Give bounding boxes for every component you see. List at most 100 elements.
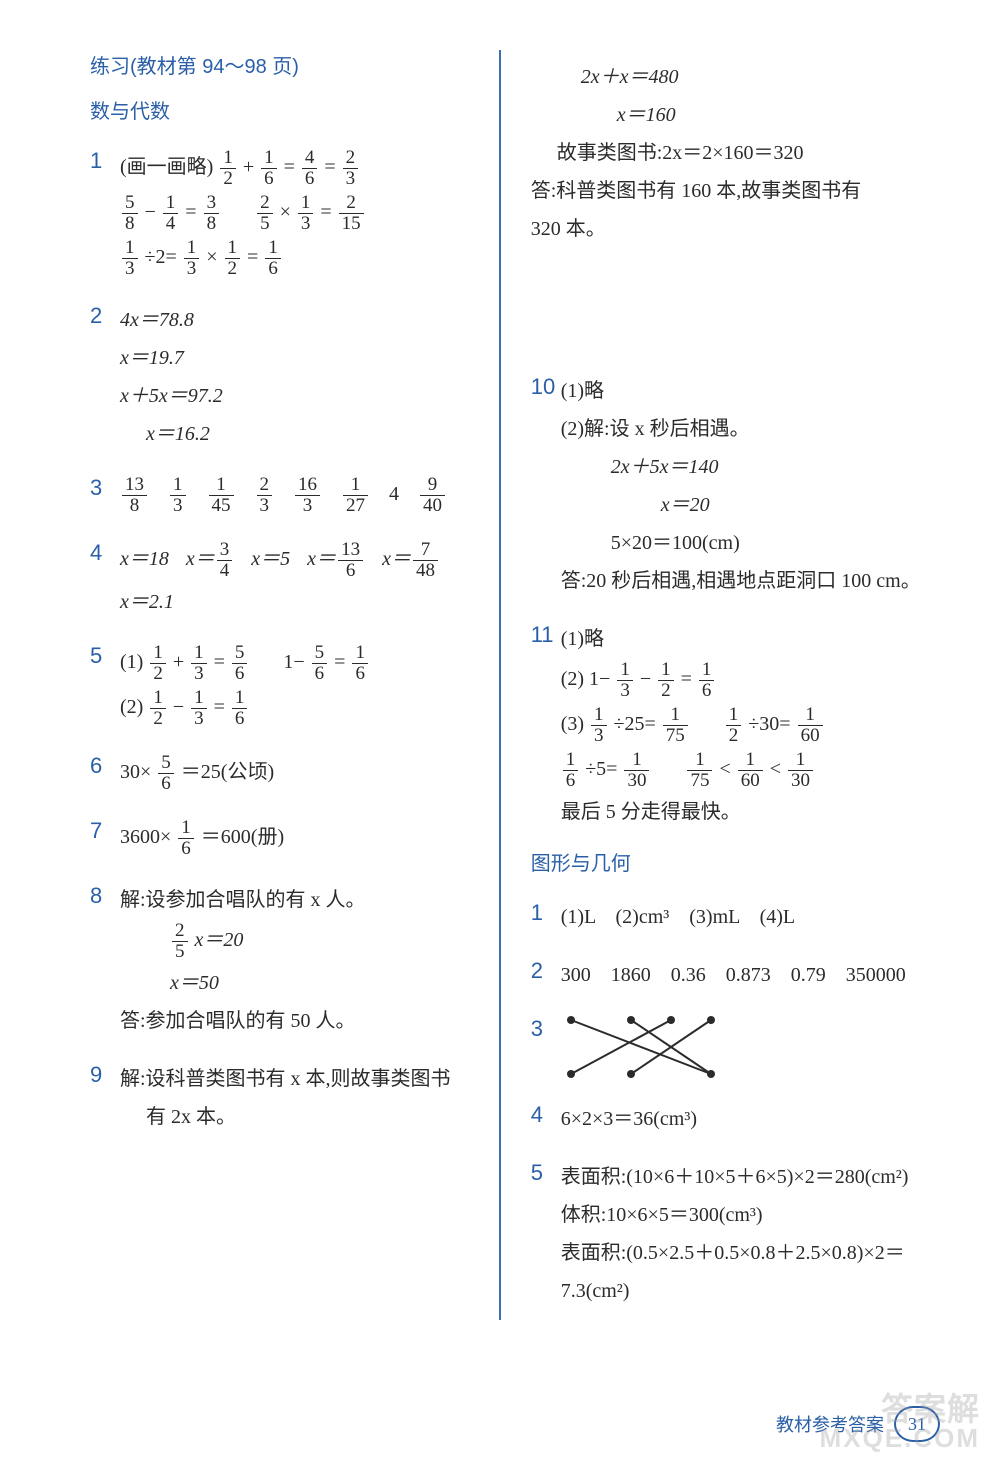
frac-d: 30: [788, 770, 813, 791]
q9-body: 解:设科普类图书有 x 本,则故事类图书 有 2x 本。: [120, 1058, 481, 1138]
q3-number: 3: [90, 471, 120, 505]
text: 表面积:(0.5×2.5＋0.5×0.8＋2.5×0.8)×2＝: [561, 1236, 950, 1270]
g5-body: 表面积:(10×6＋10×5＋6×5)×2＝280(cm²) 体积:10×6×5…: [561, 1156, 950, 1312]
frac-n: 2: [257, 193, 273, 213]
frac-n: 1: [163, 193, 179, 213]
g3-number: 3: [531, 1012, 561, 1046]
frac-d: 48: [413, 560, 438, 581]
frac-n: 13: [122, 475, 147, 495]
frac-d: 6: [265, 258, 281, 279]
op: =: [214, 651, 225, 673]
sub-label: (2): [120, 696, 143, 718]
frac-n: 1: [663, 705, 688, 725]
column-divider: [499, 50, 501, 1320]
q5: 5 (1) 12 + 13 = 56 1− 56 = 16: [90, 639, 481, 733]
g4-body: 6×2×3＝36(cm³): [561, 1102, 950, 1136]
eq: x＝16.2: [146, 423, 210, 445]
q7-number: 7: [90, 814, 120, 848]
section-geometry-title: 图形与几何: [531, 847, 950, 876]
q1-body: (画一画略) 12 + 16 = 46 = 23 58 − 14 =: [120, 144, 481, 283]
q6: 6 30× 56 ＝25(公顷): [90, 749, 481, 798]
eq: x＝19.7: [120, 347, 184, 369]
frac-d: 8: [204, 213, 220, 234]
op: =: [334, 651, 345, 673]
frac-d: 6: [302, 168, 318, 189]
op: =: [185, 201, 196, 223]
q1-number: 1: [90, 144, 120, 178]
sub-label: (3): [561, 713, 584, 735]
eq: x＝18: [120, 548, 169, 570]
watermark-text-2: MXQE.COM: [820, 1423, 980, 1454]
sub-label: (1): [120, 651, 143, 673]
frac-d: 4: [217, 560, 233, 581]
g4: 4 6×2×3＝36(cm³): [531, 1098, 950, 1140]
q8-number: 8: [90, 879, 120, 913]
frac-d: 3: [343, 168, 359, 189]
frac-n: 1: [225, 238, 241, 258]
q11: 11 (1)略 (2) 1− 13 − 12 = 16 (3) 13: [531, 618, 950, 833]
op: =: [214, 696, 225, 718]
eq: x＝2.1: [120, 591, 174, 613]
frac-d: 3: [191, 663, 207, 684]
frac-d: 3: [122, 258, 138, 279]
frac-n: 1: [261, 148, 277, 168]
eq: x＝: [307, 548, 336, 570]
sub-label: (2): [561, 668, 584, 690]
frac-d: 6: [178, 838, 194, 859]
op: +: [243, 156, 254, 178]
answer-text: 最后 5 分走得最快。: [561, 795, 950, 829]
q8-body: 解:设参加合唱队的有 x 人。 25 x＝20 x＝50 答:参加合唱队的有 5…: [120, 879, 481, 1042]
op: −: [640, 668, 651, 690]
frac-n: 16: [295, 475, 320, 495]
frac-n: 1: [265, 238, 281, 258]
q3-body: 138 13 145 23 163 127 4 940: [120, 471, 481, 520]
q9-continued: 2x＋x＝480 x＝160 故事类图书:2x＝2×160＝320 答:科普类图…: [531, 56, 950, 362]
q11-body: (1)略 (2) 1− 13 − 12 = 16 (3) 13 ÷25=: [561, 618, 950, 833]
frac-n: 3: [204, 193, 220, 213]
frac-d: 60: [798, 725, 823, 746]
text: 3600×: [120, 826, 171, 848]
eq: x＝20: [661, 494, 710, 516]
frac-d: 5: [257, 213, 273, 234]
frac-n: 1: [726, 705, 742, 725]
frac-n: 1: [178, 818, 194, 838]
frac-d: 6: [352, 663, 368, 684]
frac-d: 30: [624, 770, 649, 791]
frac-d: 3: [295, 495, 320, 516]
frac-n: 5: [232, 643, 248, 663]
frac-d: 3: [191, 708, 207, 729]
q4-body: x＝18 x＝34 x＝5 x＝136 x＝748 x＝2.1: [120, 536, 481, 623]
op: =: [247, 246, 258, 268]
frac-n: 2: [339, 193, 364, 213]
g3: 3: [531, 1012, 950, 1082]
g2-body: 300 1860 0.36 0.873 0.79 350000: [561, 958, 950, 992]
op: 1−: [283, 651, 304, 673]
frac-d: 6: [232, 663, 248, 684]
q7: 7 3600× 16 ＝600(册): [90, 814, 481, 863]
text: 解:设科普类图书有 x 本,则故事类图书: [120, 1062, 481, 1096]
eq: x＝160: [617, 104, 676, 126]
q6-number: 6: [90, 749, 120, 783]
frac-n: 1: [687, 750, 712, 770]
eq: x＝: [382, 548, 411, 570]
frac-n: 1: [150, 643, 166, 663]
text: 表面积:(10×6＋10×5＋6×5)×2＝280(cm²): [561, 1160, 950, 1194]
eq: 4x＝78.8: [120, 309, 194, 331]
op: =: [320, 201, 331, 223]
frac-d: 3: [184, 258, 200, 279]
text: 7.3(cm²): [561, 1274, 950, 1308]
q8: 8 解:设参加合唱队的有 x 人。 25 x＝20 x＝50 答:参加合唱队的有…: [90, 879, 481, 1042]
op: ÷5=: [585, 758, 617, 780]
g5: 5 表面积:(10×6＋10×5＋6×5)×2＝280(cm²) 体积:10×6…: [531, 1156, 950, 1312]
eq: 2x＋5x＝140: [611, 456, 719, 478]
q4-number: 4: [90, 536, 120, 570]
frac-d: 4: [163, 213, 179, 234]
op: −: [173, 696, 184, 718]
frac-n: 1: [798, 705, 823, 725]
text: 30×: [120, 761, 151, 783]
frac-n: 1: [617, 660, 633, 680]
text: 解:设参加合唱队的有 x 人。: [120, 883, 481, 917]
q5-body: (1) 12 + 13 = 56 1− 56 = 16 (2) 1: [120, 639, 481, 733]
q7-body: 3600× 16 ＝600(册): [120, 814, 481, 863]
right-column: 2x＋x＝480 x＝160 故事类图书:2x＝2×160＝320 答:科普类图…: [503, 50, 950, 1320]
